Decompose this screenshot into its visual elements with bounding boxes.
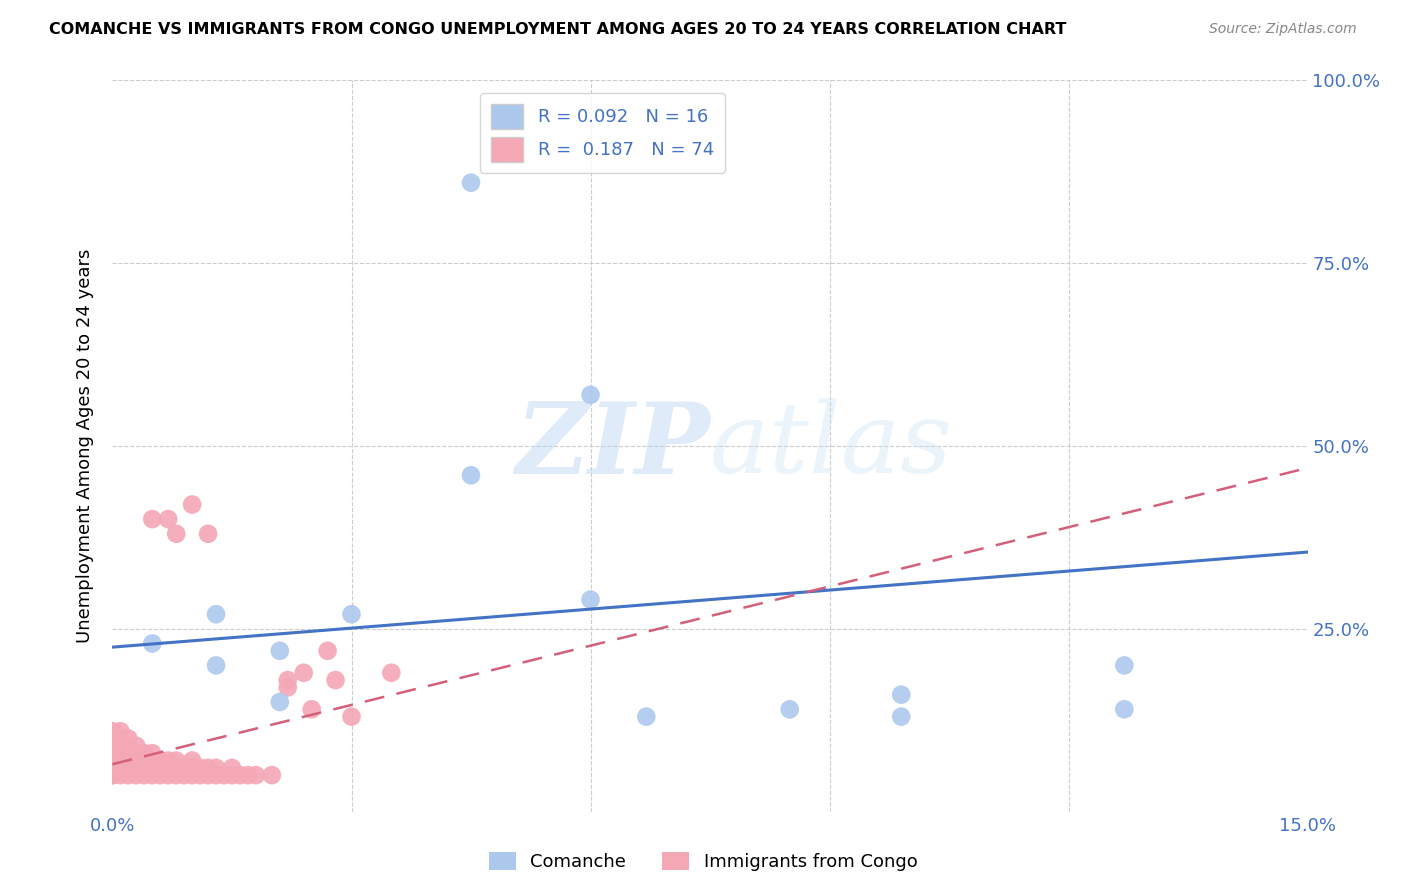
Point (188, 768, 211, 782)
Point (110, 746, 132, 760)
Point (149, 754, 172, 768)
Point (165, 761, 187, 775)
Point (134, 754, 156, 768)
Point (134, 746, 156, 760)
Point (134, 761, 156, 775)
Point (110, 739, 132, 753)
Point (173, 768, 195, 782)
Point (117, 746, 139, 760)
Point (181, 768, 204, 782)
Point (125, 746, 148, 760)
Point (890, 709, 912, 723)
Point (340, 607, 363, 622)
Point (125, 761, 148, 775)
Point (221, 761, 243, 775)
Point (141, 754, 163, 768)
Legend: R = 0.092   N = 16, R =  0.187   N = 74: R = 0.092 N = 16, R = 0.187 N = 74 (479, 93, 725, 173)
Point (579, 388, 602, 402)
Point (316, 644, 339, 658)
Point (1114, 702, 1136, 716)
Point (229, 768, 252, 782)
Point (636, 709, 658, 723)
Point (117, 761, 139, 775)
Text: atlas: atlas (710, 399, 953, 493)
Point (325, 673, 347, 687)
Point (380, 665, 402, 680)
Point (205, 761, 228, 775)
Point (197, 761, 219, 775)
Point (101, 761, 124, 775)
Point (141, 746, 163, 760)
Point (157, 768, 180, 782)
Point (134, 768, 156, 782)
Point (165, 768, 187, 782)
Point (205, 658, 228, 673)
Point (165, 526, 187, 541)
Point (157, 754, 180, 768)
Point (236, 768, 259, 782)
Point (101, 724, 124, 739)
Point (173, 761, 195, 775)
Point (149, 768, 172, 782)
Point (890, 688, 912, 702)
Text: Source: ZipAtlas.com: Source: ZipAtlas.com (1209, 22, 1357, 37)
Point (110, 731, 132, 746)
Point (277, 673, 299, 687)
Point (110, 761, 132, 775)
Point (277, 681, 299, 695)
Point (205, 607, 228, 622)
Legend: Comanche, Immigrants from Congo: Comanche, Immigrants from Congo (481, 845, 925, 879)
Point (269, 695, 291, 709)
Point (165, 754, 187, 768)
Point (117, 768, 139, 782)
Point (460, 468, 482, 483)
Point (157, 512, 180, 526)
Point (181, 754, 204, 768)
Point (101, 754, 124, 768)
Point (245, 768, 267, 782)
Point (149, 761, 172, 775)
Point (292, 665, 315, 680)
Point (212, 768, 235, 782)
Point (117, 731, 139, 746)
Point (101, 768, 124, 782)
Point (141, 636, 163, 650)
Point (141, 761, 163, 775)
Point (460, 176, 482, 190)
Point (197, 526, 219, 541)
Text: ZIP: ZIP (515, 398, 710, 494)
Point (101, 739, 124, 753)
Point (110, 724, 132, 739)
Point (141, 768, 163, 782)
Point (110, 768, 132, 782)
Point (579, 592, 602, 607)
Point (125, 768, 148, 782)
Point (101, 746, 124, 760)
Point (205, 768, 228, 782)
Point (101, 731, 124, 746)
Point (141, 512, 163, 526)
Point (188, 761, 211, 775)
Point (181, 498, 204, 512)
Point (197, 768, 219, 782)
Point (779, 702, 801, 716)
Y-axis label: Unemployment Among Ages 20 to 24 years: Unemployment Among Ages 20 to 24 years (76, 249, 94, 643)
Point (125, 739, 148, 753)
Point (221, 768, 243, 782)
Point (117, 754, 139, 768)
Point (110, 754, 132, 768)
Point (125, 754, 148, 768)
Text: COMANCHE VS IMMIGRANTS FROM CONGO UNEMPLOYMENT AMONG AGES 20 TO 24 YEARS CORRELA: COMANCHE VS IMMIGRANTS FROM CONGO UNEMPL… (49, 22, 1067, 37)
Point (157, 761, 180, 775)
Point (269, 644, 291, 658)
Point (101, 768, 124, 782)
Point (260, 768, 283, 782)
Point (117, 739, 139, 753)
Point (181, 761, 204, 775)
Point (340, 709, 363, 723)
Point (301, 702, 323, 716)
Point (1114, 658, 1136, 673)
